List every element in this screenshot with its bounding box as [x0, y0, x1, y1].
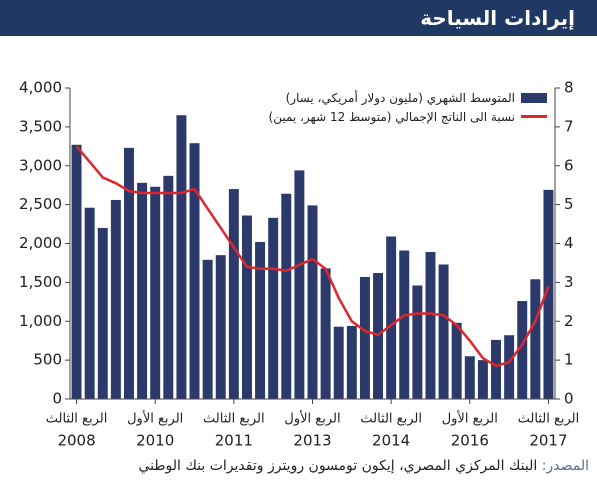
x-tick-label: الربع الثالث — [203, 412, 265, 427]
bar — [215, 255, 226, 399]
bar — [110, 199, 121, 399]
x-year-label: 2014 — [372, 432, 410, 450]
legend-label: نسبة الى الناتج الإجمالي (متوسط 12 شهر، … — [268, 109, 515, 124]
y2-tick-label: 5 — [564, 195, 574, 213]
legend-swatch — [521, 92, 547, 103]
bar — [124, 147, 134, 399]
y2-tick-label: 8 — [564, 79, 574, 97]
bar — [346, 325, 357, 399]
bar — [281, 193, 292, 399]
bar — [137, 182, 148, 399]
bar — [477, 360, 488, 399]
y2-tick-label: 7 — [564, 117, 574, 135]
y-tick-label: 3,000 — [19, 156, 62, 174]
x-tick-label: الربع الأول — [127, 410, 183, 427]
x-tick-label: الربع الثالث — [360, 412, 422, 427]
bar — [84, 207, 95, 399]
y-tick-label: 500 — [33, 351, 62, 369]
x-tick-label: الربع الأول — [442, 410, 498, 427]
bar — [438, 264, 449, 399]
legend-swatch — [521, 115, 547, 118]
y2-tick-label: 0 — [564, 390, 574, 408]
bar — [333, 326, 344, 399]
x-year-label: 2016 — [451, 432, 489, 450]
x-year-label: 2008 — [57, 432, 95, 450]
bar — [202, 259, 213, 399]
x-year-label: 2011 — [215, 432, 253, 450]
legend-label: المتوسط الشهري (مليون دولار أمريكي، يسار… — [285, 90, 515, 105]
y-tick-label: 1,500 — [19, 273, 62, 291]
bar — [425, 252, 436, 399]
bar — [517, 301, 528, 399]
bar — [268, 217, 279, 399]
chart-title: إيرادات السياحة — [0, 0, 597, 36]
source: المصدر: البنك المركزي المصري، إيكون تومس… — [138, 458, 589, 474]
bar — [71, 144, 82, 399]
y-tick-label: 0 — [52, 390, 62, 408]
y2-tick-label: 4 — [564, 234, 574, 252]
legend-entry: المتوسط الشهري (مليون دولار أمريكي، يسار… — [269, 88, 547, 107]
bar — [228, 189, 239, 399]
y2-tick-label: 2 — [564, 312, 574, 330]
bar — [241, 215, 252, 399]
x-year-label: 2010 — [136, 432, 174, 450]
bar — [150, 186, 161, 399]
x-tick-label: الربع الثالث — [518, 412, 580, 427]
y-tick-label: 3,500 — [19, 117, 62, 135]
bar — [399, 250, 410, 399]
bar — [530, 279, 541, 399]
source-text: البنك المركزي المصري، إيكون تومسون رويتر… — [138, 458, 538, 474]
bar — [320, 268, 331, 399]
source-label: المصدر: — [541, 458, 589, 474]
x-tick-label: الربع الأول — [284, 410, 340, 427]
bar — [386, 236, 397, 399]
bar — [464, 356, 475, 399]
bar — [163, 175, 174, 399]
x-tick-label: الربع الثالث — [46, 412, 108, 427]
bar — [491, 339, 501, 399]
x-year-label: 2017 — [529, 432, 567, 450]
bar — [412, 285, 423, 399]
line — [75, 145, 550, 368]
y2-tick-label: 3 — [564, 273, 574, 291]
bar — [97, 227, 108, 399]
bar — [176, 115, 187, 400]
bar — [294, 170, 305, 399]
legend: المتوسط الشهري (مليون دولار أمريكي، يسار… — [269, 88, 547, 126]
bar — [189, 143, 200, 399]
y-tick-label: 1,000 — [19, 312, 62, 330]
y2-tick-label: 1 — [564, 351, 574, 369]
x-year-label: 2013 — [293, 432, 331, 450]
y-tick-label: 2,000 — [19, 234, 62, 252]
bar — [504, 335, 515, 399]
bar — [255, 241, 266, 399]
y-tick-label: 2,500 — [19, 195, 62, 213]
bar — [359, 276, 370, 399]
y-tick-label: 4,000 — [19, 79, 62, 97]
y2-tick-label: 6 — [564, 156, 574, 174]
legend-entry: نسبة الى الناتج الإجمالي (متوسط 12 شهر، … — [269, 107, 547, 126]
bar — [307, 205, 318, 399]
bar — [451, 322, 462, 399]
bar — [543, 189, 554, 399]
